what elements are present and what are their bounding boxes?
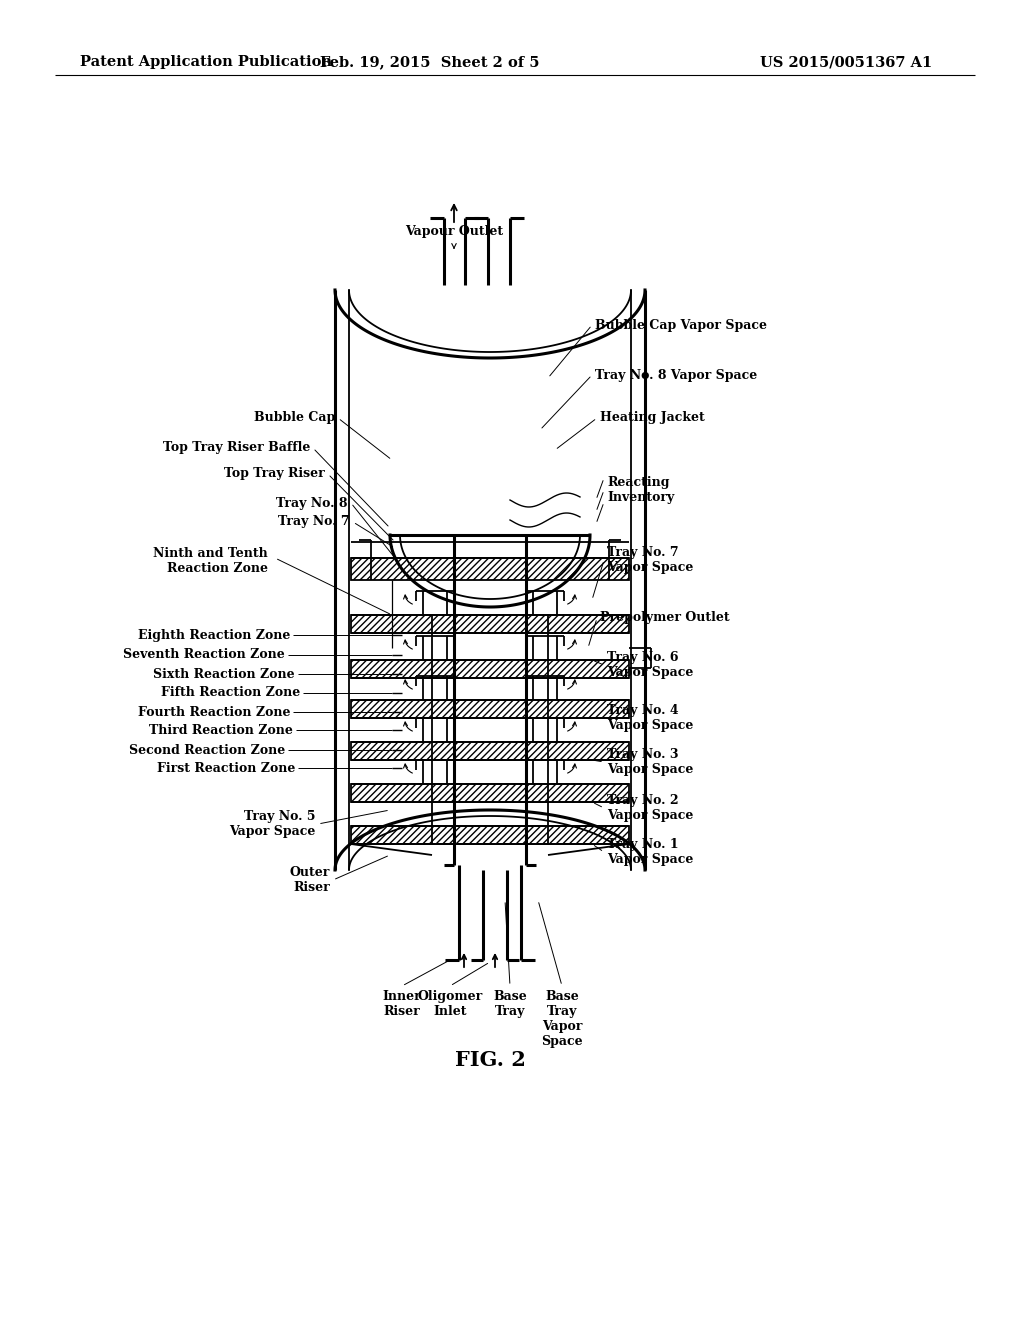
Text: Oligomer
Inlet: Oligomer Inlet [418, 990, 482, 1018]
Text: Tray No. 5
Vapor Space: Tray No. 5 Vapor Space [228, 810, 315, 838]
Polygon shape [351, 742, 629, 760]
Text: Tray No. 8: Tray No. 8 [276, 496, 348, 510]
Text: Reacting
Inventory: Reacting Inventory [607, 477, 674, 504]
Text: Ninth and Tenth
Reaction Zone: Ninth and Tenth Reaction Zone [154, 546, 268, 576]
Polygon shape [351, 826, 629, 843]
Text: Eighth Reaction Zone: Eighth Reaction Zone [137, 628, 290, 642]
Polygon shape [351, 660, 629, 678]
Text: Top Tray Riser: Top Tray Riser [224, 467, 325, 480]
Text: Tray No. 2
Vapor Space: Tray No. 2 Vapor Space [607, 795, 693, 822]
Text: Fourth Reaction Zone: Fourth Reaction Zone [137, 705, 290, 718]
Text: Base
Tray: Base Tray [494, 990, 527, 1018]
Text: Vapour Outlet: Vapour Outlet [404, 224, 503, 238]
Polygon shape [351, 558, 629, 579]
Polygon shape [351, 700, 629, 718]
Text: Second Reaction Zone: Second Reaction Zone [129, 743, 285, 756]
Text: Base
Tray
Vapor
Space: Base Tray Vapor Space [542, 990, 583, 1048]
Text: Bubble Cap Vapor Space: Bubble Cap Vapor Space [595, 318, 767, 331]
Text: Bubble Cap: Bubble Cap [254, 412, 335, 425]
Text: Tray No. 6
Vapor Space: Tray No. 6 Vapor Space [607, 651, 693, 678]
Text: Sixth Reaction Zone: Sixth Reaction Zone [154, 668, 295, 681]
Text: Third Reaction Zone: Third Reaction Zone [150, 723, 293, 737]
Text: US 2015/0051367 A1: US 2015/0051367 A1 [760, 55, 932, 69]
Text: Tray No. 1
Vapor Space: Tray No. 1 Vapor Space [607, 838, 693, 866]
Polygon shape [351, 615, 629, 634]
Text: Tray No. 3
Vapor Space: Tray No. 3 Vapor Space [607, 748, 693, 776]
Text: First Reaction Zone: First Reaction Zone [157, 762, 295, 775]
Text: Tray No. 8 Vapor Space: Tray No. 8 Vapor Space [595, 368, 758, 381]
Text: Seventh Reaction Zone: Seventh Reaction Zone [123, 648, 285, 661]
Text: Prepolymer Outlet: Prepolymer Outlet [600, 611, 730, 624]
Text: Tray No. 7: Tray No. 7 [279, 516, 350, 528]
Text: Outer
Riser: Outer Riser [290, 866, 330, 894]
Text: Patent Application Publication: Patent Application Publication [80, 55, 332, 69]
Text: FIG. 2: FIG. 2 [455, 1049, 525, 1071]
Text: Tray No. 4
Vapor Space: Tray No. 4 Vapor Space [607, 704, 693, 733]
Text: Inner
Riser: Inner Riser [383, 990, 421, 1018]
Text: Top Tray Riser Baffle: Top Tray Riser Baffle [163, 441, 310, 454]
Text: Fifth Reaction Zone: Fifth Reaction Zone [161, 686, 300, 700]
Text: Feb. 19, 2015  Sheet 2 of 5: Feb. 19, 2015 Sheet 2 of 5 [321, 55, 540, 69]
Text: Heating Jacket: Heating Jacket [600, 412, 705, 425]
Polygon shape [351, 784, 629, 803]
Text: Tray No. 7
Vapor Space: Tray No. 7 Vapor Space [607, 546, 693, 574]
